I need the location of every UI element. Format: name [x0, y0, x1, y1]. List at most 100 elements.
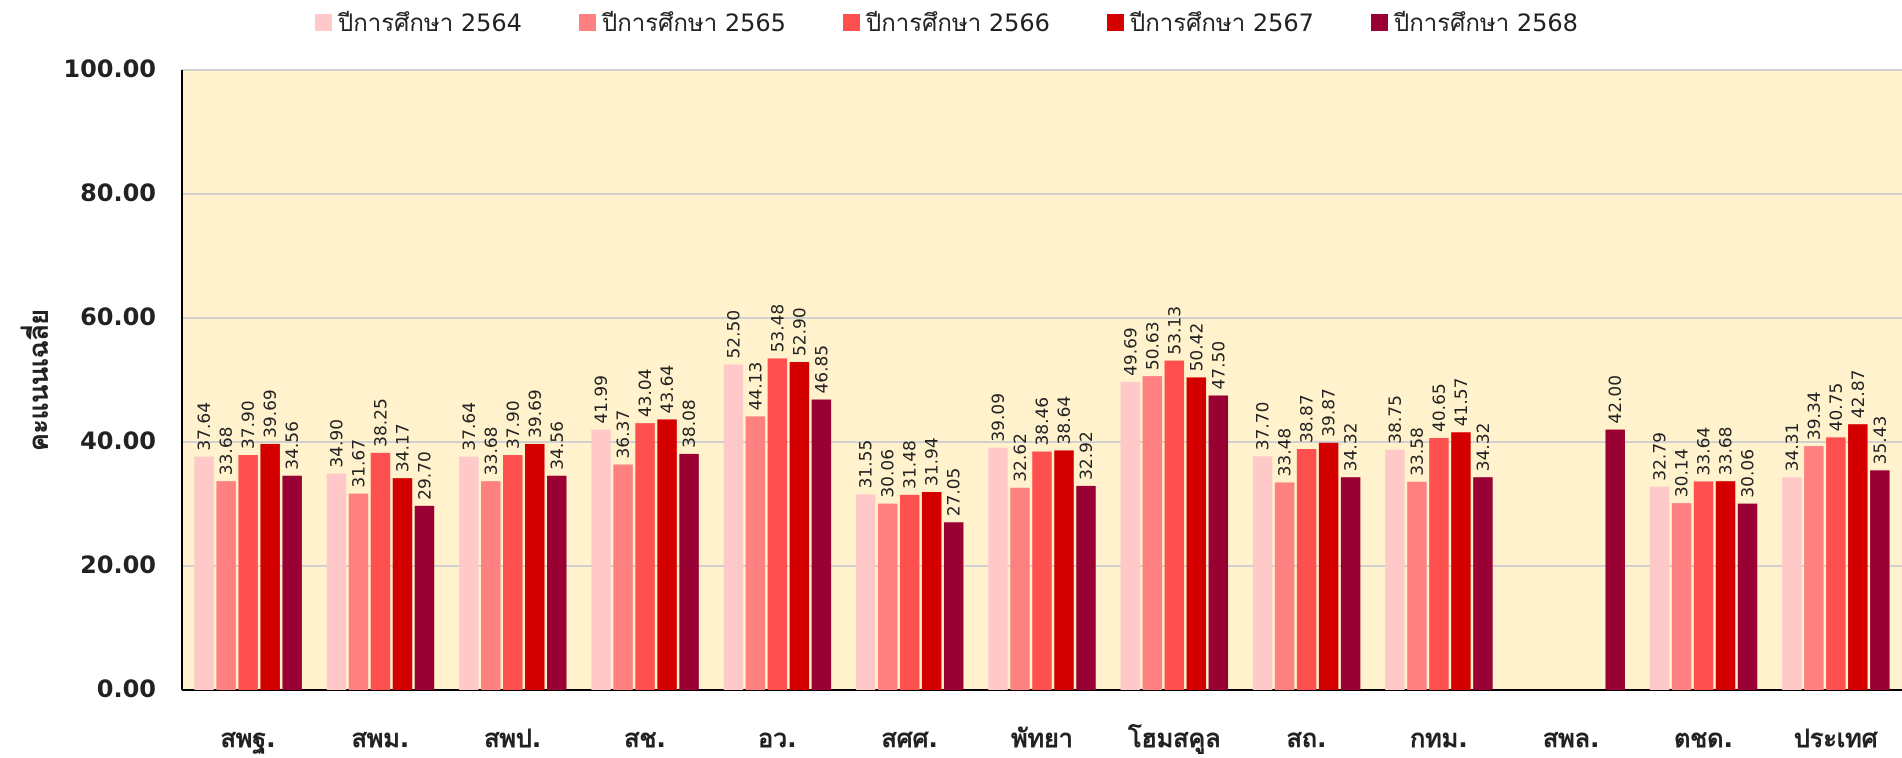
bar [811, 399, 832, 690]
bar [282, 475, 302, 690]
legend-label: ปีการศึกษา 2567 [1129, 9, 1314, 37]
bar [1010, 487, 1030, 690]
value-label: 43.64 [658, 365, 678, 414]
bar [1142, 376, 1163, 690]
bar [1054, 450, 1074, 690]
bar [1252, 456, 1273, 690]
y-tick-label: 80.00 [80, 179, 156, 207]
bar [1274, 482, 1295, 690]
bar [988, 447, 1008, 690]
bar [547, 475, 567, 690]
value-label: 31.94 [923, 437, 943, 486]
bar [194, 456, 214, 690]
bar [855, 494, 876, 690]
bar [1407, 481, 1427, 690]
bar [1473, 477, 1493, 690]
value-label: 41.99 [592, 375, 612, 424]
value-label: 38.87 [1298, 394, 1318, 443]
bar [326, 473, 347, 690]
value-label: 33.68 [482, 427, 502, 476]
x-tick-label: สพฐ. [221, 724, 276, 755]
bar [1186, 377, 1207, 690]
bar [238, 455, 258, 690]
value-label: 35.43 [1871, 416, 1891, 465]
bar [459, 456, 479, 690]
value-label: 34.56 [548, 421, 568, 470]
bar [392, 478, 413, 690]
bar [1804, 446, 1824, 690]
bar [1429, 437, 1449, 690]
value-label: 30.06 [1739, 449, 1759, 498]
value-label: 50.42 [1187, 323, 1207, 372]
bar [1671, 503, 1692, 690]
y-tick-label: 60.00 [80, 303, 156, 331]
value-label: 38.46 [1033, 397, 1053, 446]
value-label: 49.69 [1121, 327, 1141, 376]
legend-label: ปีการศึกษา 2565 [601, 9, 786, 37]
value-label: 34.17 [393, 423, 413, 472]
bar [1848, 424, 1868, 690]
value-label: 42.87 [1849, 370, 1869, 419]
bar [348, 493, 369, 690]
legend-swatch [843, 14, 860, 31]
bar [260, 443, 280, 690]
legend-label: ปีการศึกษา 2566 [865, 9, 1050, 37]
value-label: 33.58 [1408, 427, 1428, 476]
value-label: 38.25 [371, 398, 391, 447]
bar [1693, 481, 1714, 690]
value-label: 38.64 [1055, 396, 1075, 445]
value-label: 31.55 [857, 440, 877, 489]
bar [613, 464, 633, 690]
bar [1715, 481, 1736, 690]
bar [1605, 429, 1625, 690]
bar [679, 453, 699, 690]
y-tick-label: 0.00 [97, 675, 156, 703]
x-tick-label: ประเทศ [1794, 724, 1879, 753]
value-label: 37.90 [239, 400, 259, 449]
value-label: 43.04 [636, 368, 656, 417]
value-label: 40.65 [1430, 383, 1450, 432]
bar [657, 419, 677, 690]
value-label: 47.50 [1209, 341, 1229, 390]
x-tick-label: สพล. [1543, 724, 1600, 753]
bar [216, 481, 236, 690]
value-label: 52.90 [790, 307, 810, 356]
value-label: 52.50 [724, 310, 744, 359]
bar [370, 452, 391, 690]
bar [899, 494, 920, 690]
bar [481, 481, 501, 690]
bar [767, 358, 788, 690]
y-tick-label: 40.00 [80, 427, 156, 455]
bar [1451, 432, 1471, 690]
value-label: 34.90 [327, 419, 347, 468]
value-label: 38.08 [680, 399, 700, 448]
value-label: 32.92 [1077, 431, 1097, 480]
y-axis-label: คะแนนเฉลี่ย [20, 309, 55, 450]
value-label: 40.75 [1827, 383, 1847, 432]
value-label: 34.56 [283, 421, 303, 470]
value-label: 37.70 [1254, 402, 1274, 451]
value-label: 38.75 [1386, 395, 1406, 444]
value-label: 30.06 [879, 449, 899, 498]
bar [1032, 451, 1052, 690]
bar [1318, 442, 1339, 690]
x-tick-label: สศศ. [881, 724, 938, 753]
bar [1649, 486, 1670, 690]
value-label: 32.62 [1011, 433, 1031, 482]
bar [1208, 395, 1229, 690]
value-label: 34.32 [1474, 423, 1494, 472]
x-tick-label: พัทยา [1011, 724, 1073, 753]
value-label: 32.79 [1651, 432, 1671, 481]
bar [503, 455, 523, 690]
x-tick-label: สพป. [484, 724, 541, 753]
value-label: 30.14 [1673, 448, 1693, 497]
value-label: 46.85 [812, 345, 832, 394]
bar [1385, 449, 1405, 690]
value-label: 34.31 [1783, 423, 1803, 472]
x-tick-label: อว. [758, 724, 797, 753]
bar [877, 503, 898, 690]
value-label: 41.57 [1452, 378, 1472, 427]
value-label: 39.69 [526, 389, 546, 438]
bar [723, 364, 744, 690]
